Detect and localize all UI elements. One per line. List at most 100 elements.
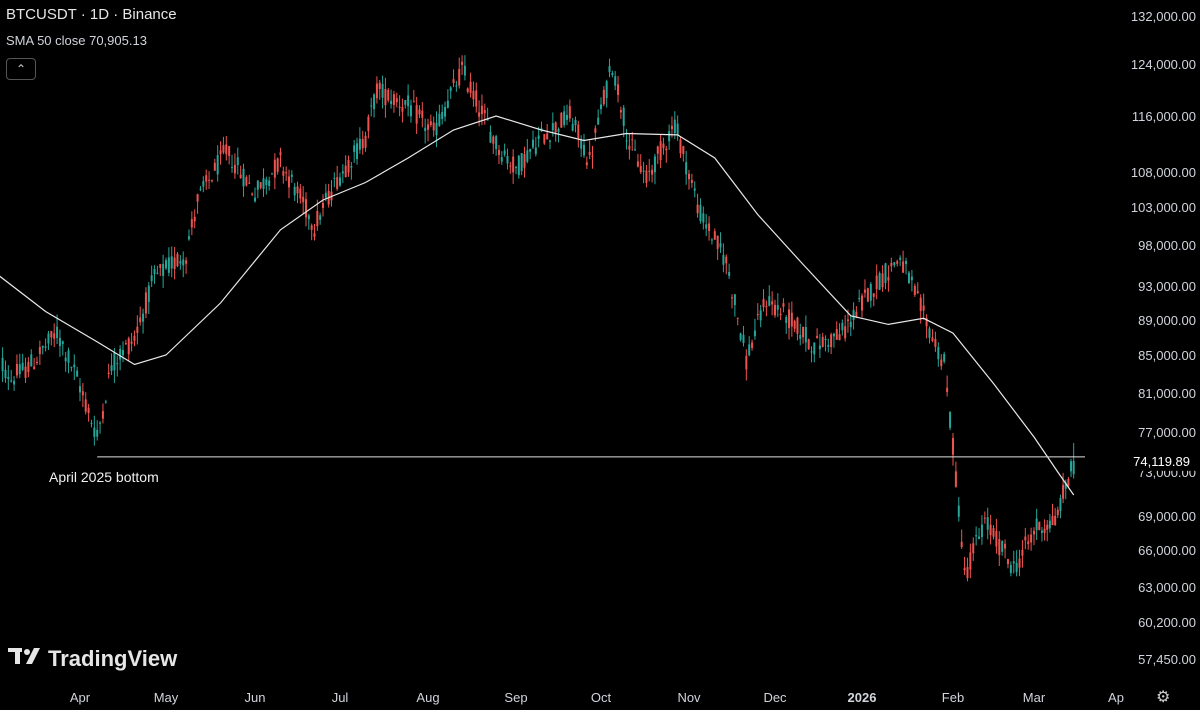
y-tick-label: 63,000.00 xyxy=(1138,580,1196,595)
candle-body xyxy=(517,155,520,176)
candle-body xyxy=(58,337,61,347)
candle-body xyxy=(1051,515,1054,526)
candle-body xyxy=(905,260,908,265)
candle-body xyxy=(61,341,64,345)
candle-body xyxy=(670,125,673,130)
candle-body xyxy=(557,128,560,132)
candle-body xyxy=(537,135,540,139)
candle-body xyxy=(742,334,745,344)
y-tick-label: 103,000.00 xyxy=(1131,200,1196,215)
candle-body xyxy=(104,401,107,403)
candle-body xyxy=(702,213,705,223)
candle-body xyxy=(802,326,805,338)
candle-body xyxy=(875,275,878,290)
candle-body xyxy=(986,517,989,530)
candle-body xyxy=(902,261,905,273)
candle-body xyxy=(813,342,816,355)
candle-body xyxy=(1009,564,1012,573)
candle-body xyxy=(1004,543,1007,549)
y-tick-label: 77,000.00 xyxy=(1138,425,1196,440)
candle-body xyxy=(293,186,296,196)
candle-body xyxy=(597,117,600,125)
candle-body xyxy=(835,329,838,340)
candle-body xyxy=(785,317,788,323)
gear-icon[interactable]: ⚙ xyxy=(1156,689,1171,706)
candle-body xyxy=(455,85,458,87)
candle-body xyxy=(696,204,699,214)
candle-body xyxy=(995,531,998,547)
candle-body xyxy=(1040,530,1043,533)
sma-legend: SMA 50 close 70,905.13 xyxy=(6,33,147,48)
candle-body xyxy=(771,301,774,305)
candle-body xyxy=(710,239,713,241)
candle-body xyxy=(361,138,364,149)
candle-body xyxy=(602,89,605,105)
y-tick-label: 98,000.00 xyxy=(1138,238,1196,253)
candle-body xyxy=(583,144,585,156)
candle-body xyxy=(954,471,957,487)
candle-body xyxy=(591,155,594,157)
candle-body xyxy=(367,116,370,132)
candle-body xyxy=(793,320,796,329)
candle-body xyxy=(248,182,251,184)
candle-body xyxy=(651,169,654,175)
x-tick-label: 2026 xyxy=(848,690,877,705)
candle-body xyxy=(656,146,659,154)
candle-body xyxy=(788,309,791,329)
candle-body xyxy=(1054,515,1057,525)
candle-body xyxy=(53,333,56,339)
candle-body xyxy=(299,188,302,199)
candle-body xyxy=(285,172,288,174)
candle-body xyxy=(336,177,339,189)
candle-body xyxy=(239,174,242,179)
candle-body xyxy=(446,100,449,108)
chevron-up-icon: ⌃ xyxy=(15,62,27,76)
candle-body xyxy=(617,84,620,95)
candle-body xyxy=(688,173,690,180)
y-tick-label: 57,450.00 xyxy=(1138,652,1196,667)
candle-body xyxy=(830,334,833,348)
candle-body xyxy=(170,256,173,269)
candle-body xyxy=(907,272,910,284)
candle-body xyxy=(205,175,208,182)
collapse-legend-button[interactable]: ⌃ xyxy=(6,58,36,80)
candle-body xyxy=(585,162,588,166)
candle-body xyxy=(429,121,432,125)
candle-body xyxy=(779,313,782,316)
candle-body xyxy=(728,271,731,276)
candle-body xyxy=(378,82,381,89)
candle-body xyxy=(807,339,810,350)
candle-body xyxy=(231,167,234,169)
candle-body xyxy=(90,422,93,424)
candle-body xyxy=(881,273,884,288)
candle-body xyxy=(520,153,523,172)
last-price-box xyxy=(1113,450,1200,471)
candle-body xyxy=(472,90,475,100)
candle-body xyxy=(810,351,813,353)
candle-body xyxy=(356,143,359,160)
y-tick-label: 89,000.00 xyxy=(1138,313,1196,328)
candle-body xyxy=(716,235,719,249)
candle-body xyxy=(966,567,969,579)
candle-body xyxy=(503,150,506,155)
candle-body xyxy=(776,305,779,310)
candle-body xyxy=(438,113,441,126)
candle-body xyxy=(804,326,807,343)
candle-body xyxy=(10,380,13,382)
candle-body xyxy=(1018,558,1021,568)
candle-body xyxy=(922,305,925,311)
candle-body xyxy=(93,427,96,437)
candle-body xyxy=(506,155,509,164)
candle-body xyxy=(963,567,966,571)
candle-body xyxy=(998,539,1001,556)
candle-body xyxy=(322,202,324,209)
tradingview-mark-icon xyxy=(8,646,42,672)
candle-body xyxy=(500,157,503,162)
candle-body xyxy=(765,306,768,308)
candle-body xyxy=(480,105,483,115)
candle-body xyxy=(219,150,222,155)
candle-body xyxy=(305,199,307,218)
candle-body xyxy=(768,296,771,306)
candle-body xyxy=(690,180,693,183)
